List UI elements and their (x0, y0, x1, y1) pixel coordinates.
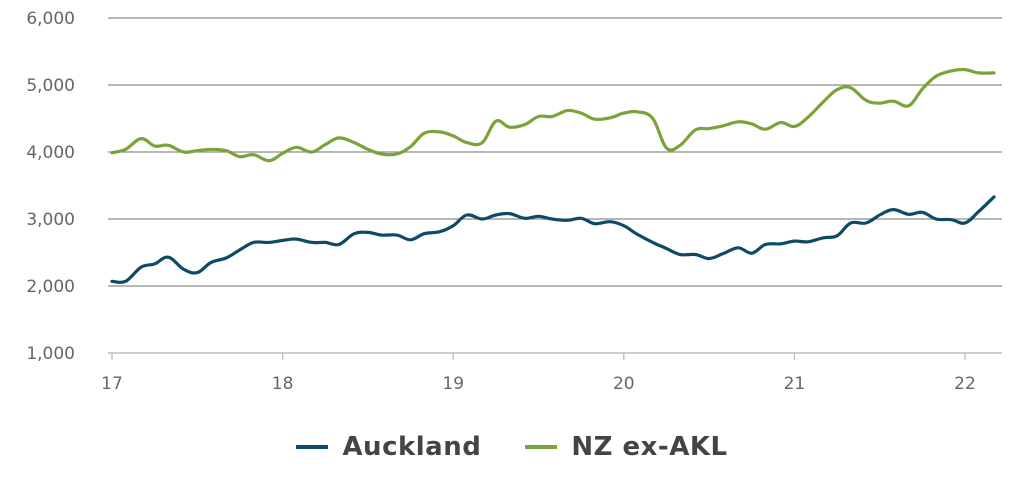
y-tick-label: 6,000 (26, 9, 75, 29)
series-line-nz-ex-akl (110, 67, 996, 163)
y-tick-label: 2,000 (26, 277, 75, 297)
x-tick-label: 17 (101, 374, 123, 394)
legend-item-nz-ex-akl: NZ ex-AKL (525, 432, 727, 462)
x-tick-label: 22 (954, 374, 976, 394)
x-tick-label: 21 (784, 374, 806, 394)
y-tick-label: 3,000 (26, 210, 75, 230)
legend-label-auckland: Auckland (342, 432, 482, 462)
series-lines (110, 67, 996, 284)
legend: Auckland NZ ex-AKL (0, 432, 1024, 462)
x-tick-label: 18 (272, 374, 294, 394)
y-tick-label: 1,000 (26, 344, 75, 364)
series-line-auckland (110, 195, 996, 284)
x-tick-label: 20 (613, 374, 635, 394)
x-axis-ticks: 17 18 19 20 21 22 (101, 353, 976, 394)
gridlines (108, 17, 1002, 354)
y-axis-ticks: 1,000 2,000 3,000 4,000 5,000 6,000 (26, 9, 75, 364)
line-chart: 1,000 2,000 3,000 4,000 5,000 6,000 17 18 19 20 2… (26, 9, 1002, 394)
legend-swatch-auckland (296, 445, 329, 449)
legend-swatch-nz-ex-akl (525, 445, 558, 449)
legend-label-nz-ex-akl: NZ ex-AKL (571, 432, 728, 462)
x-tick-label: 19 (442, 374, 464, 394)
y-tick-label: 5,000 (26, 76, 75, 96)
y-tick-label: 4,000 (26, 143, 75, 163)
legend-item-auckland: Auckland (296, 432, 481, 462)
